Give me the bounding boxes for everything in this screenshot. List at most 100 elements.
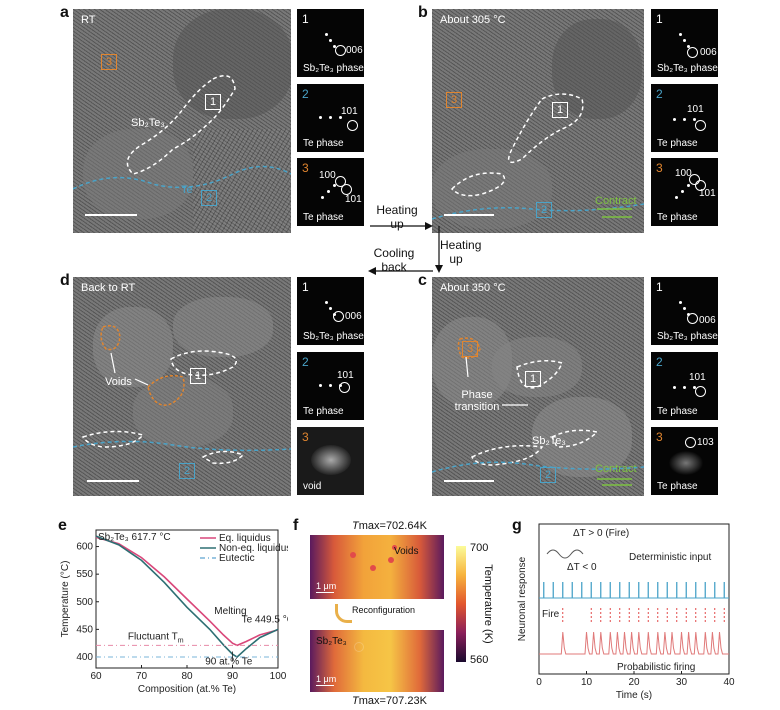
scale-bar (85, 214, 137, 216)
phase-transition-label: Phase transition (454, 389, 500, 413)
fft-hkl: 006 (345, 311, 362, 322)
colorbar-max: 700 (470, 542, 489, 554)
x-axis-label: Time (s) (616, 690, 652, 701)
fft-number: 3 (302, 161, 309, 175)
panel-d-tem-image: Back to RT 1 2 Voids (73, 277, 291, 496)
scale-label: 1 μm (316, 581, 337, 591)
sb2te3-label: Sb₂Te₃ (316, 636, 347, 647)
scale-bar (444, 214, 494, 216)
fft-phase: Te phase (303, 138, 344, 149)
fft-number: 3 (656, 430, 663, 444)
colorbar-label: Temperature (K) (482, 564, 494, 644)
panel-d-fft-3: 3 void (297, 427, 364, 495)
panel-d-title: Back to RT (81, 282, 136, 294)
panel-c-fft-2: 2 101 Te phase (651, 352, 718, 420)
region-2-box: 2 (179, 463, 195, 479)
fft-number: 2 (656, 355, 663, 369)
legend-label: Eq. liquidus (219, 533, 271, 544)
fft-hkl: 101 (699, 188, 716, 199)
panel-d-letter: d (60, 272, 70, 289)
panel-b-fft-3: 3 100 101 Te phase (651, 158, 718, 226)
tmax-top-label: Tmax=702.64K (352, 520, 427, 532)
tmax-bottom-label: Tmax=707.23K (352, 695, 427, 707)
void-dot (350, 552, 356, 558)
fft-phase: Te phase (303, 212, 344, 223)
fft-phase: Te phase (657, 212, 698, 223)
te-annotation: Te 449.5 °C (242, 615, 288, 626)
x-tick-label: 80 (181, 671, 193, 682)
colorbar-min: 560 (470, 654, 489, 666)
void-dot (388, 557, 394, 563)
neuronal-response-chart: 0 10 20 30 40 Time (s) Neuronal response ΔT > 0… (517, 523, 735, 701)
x-tick-label: 60 (90, 671, 102, 682)
panel-c-outlines (432, 337, 644, 486)
panel-a-title: RT (81, 14, 96, 26)
panel-d-fft-1: 1 006 Sb₂Te₃ phase (297, 277, 364, 345)
x-tick-label: 30 (676, 677, 688, 688)
fft-hkl: 103 (697, 437, 714, 448)
panel-a-fft-2: 2 101 Te phase (297, 84, 364, 152)
fft-number: 1 (656, 280, 663, 294)
voids-label: Voids (394, 546, 419, 557)
panel-a-fft-3: 3 100 101 Te phase (297, 158, 364, 226)
fft-number: 3 (656, 161, 663, 175)
void-dot (370, 565, 376, 571)
x-tick-label: 90 (227, 671, 239, 682)
fft-number: 2 (302, 355, 309, 369)
scale-label: 1 μm (316, 674, 337, 684)
panel-a-tem-image: RT 3 1 2 Sb₂Te₃ Te (73, 9, 291, 233)
heating-up-label-1: Heating up (376, 203, 418, 231)
fft-hkl: 100 (319, 170, 336, 181)
region-2-box: 2 (201, 190, 217, 206)
panel-c-letter: c (418, 272, 427, 289)
fft-phase: Sb₂Te₃ phase (657, 63, 718, 74)
y-tick-label: 450 (76, 624, 93, 635)
panel-d-fft-2: 2 101 Te phase (297, 352, 364, 420)
fft-number: 1 (656, 12, 663, 26)
panel-b-fft-1: 1 006 Sb₂Te₃ phase (651, 9, 718, 77)
x-tick-label: 70 (136, 671, 148, 682)
fft-number: 2 (302, 87, 309, 101)
sb2te3-label: Sb₂Te₃ (131, 117, 165, 129)
fft-phase: Te phase (657, 481, 698, 492)
panel-g-letter: g (512, 517, 522, 534)
reconfig-arrow-icon (335, 604, 352, 623)
process-arrows (368, 222, 443, 275)
fft-hkl: 006 (346, 45, 363, 56)
fft-hkl: 101 (345, 194, 362, 205)
x-tick-label: 10 (581, 677, 593, 688)
fluctuant-annotation: Fluctuant Tm (128, 631, 184, 644)
y-tick-label: 500 (76, 597, 93, 608)
panel-a-fft-1: 1 006 Sb₂Te₃ phase (297, 9, 364, 77)
series-line-1 (95, 535, 279, 658)
fft-phase: Te phase (657, 406, 698, 417)
fft-hkl: 100 (675, 168, 692, 179)
fft-hkl: 006 (700, 47, 717, 58)
grain-dot (354, 642, 364, 652)
fft-hkl: 101 (341, 106, 358, 117)
y-tick-label: 400 (76, 652, 93, 663)
legend-label: Non-eq. liquidus (219, 543, 288, 554)
panel-f-letter: f (293, 517, 299, 534)
fft-number: 1 (302, 12, 309, 26)
y-tick-label: 600 (76, 542, 93, 553)
reconfig-label: Reconfiguration (352, 605, 416, 615)
y-axis-label: Neuronal response (517, 556, 528, 641)
fft-phase: void (303, 481, 322, 492)
panel-b-fft-2: 2 101 Te phase (651, 84, 718, 152)
scale-bar (444, 480, 494, 482)
fft-number: 2 (656, 87, 663, 101)
panel-c-tem-image: About 350 °C 3 1 2 Phase transition Sb₂T… (432, 277, 644, 496)
heating-up-label-2: Heating up (440, 238, 482, 266)
x-tick-label: 0 (536, 677, 542, 688)
sb2te3-annotation: Sb₂Te₃ 617.7 °C (98, 532, 171, 543)
x-axis-label: Composition (at.% Te) (138, 684, 236, 695)
sb2te3-label: Sb₂Te₃ (532, 435, 566, 447)
eutectic-composition: 90 at.% Te (205, 657, 253, 668)
region-1-box: 1 (525, 371, 541, 387)
scale-bar (87, 480, 139, 482)
panel-e-letter: e (58, 517, 67, 534)
panel-a-letter: a (60, 4, 69, 21)
melting-annotation: Melting (214, 606, 246, 617)
thermal-map-top: Voids 1 μm (310, 535, 444, 599)
